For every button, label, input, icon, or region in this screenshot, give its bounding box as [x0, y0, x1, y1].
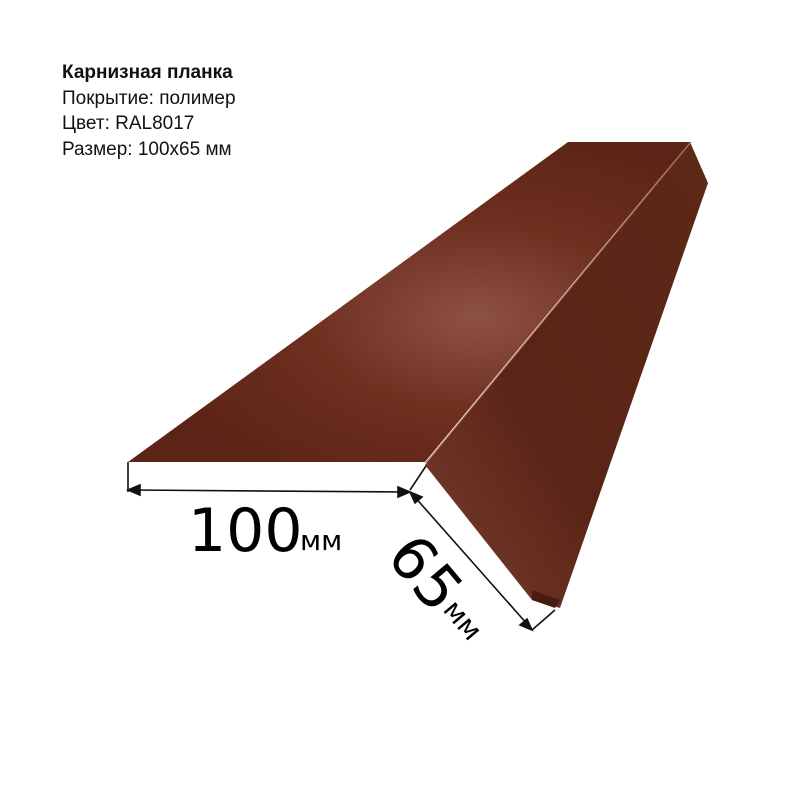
product-title: Карнизная планка [62, 62, 233, 83]
product-size: Размер: 100x65 мм [62, 138, 232, 160]
width-unit: мм [300, 524, 342, 557]
hem-fold [532, 590, 560, 608]
product-info: Карнизная планка Покрытие: полимер Цвет:… [62, 60, 236, 162]
product-coating: Покрытие: полимер [62, 87, 236, 109]
ridge-line [425, 141, 692, 464]
dimension-width [125, 462, 413, 499]
product-color: Цвет: RAL8017 [62, 113, 195, 134]
width-value: 100 [188, 496, 303, 566]
dimension-height [408, 465, 556, 632]
right-panel [425, 142, 708, 608]
left-panel [128, 142, 690, 462]
metal-strip [128, 141, 708, 608]
